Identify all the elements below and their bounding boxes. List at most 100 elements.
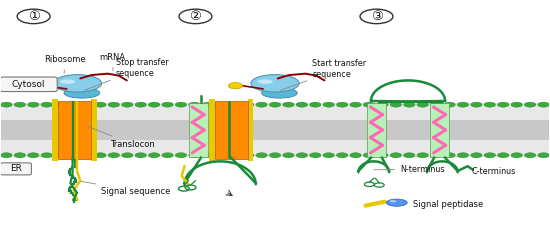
Ellipse shape — [386, 199, 407, 206]
Circle shape — [81, 153, 93, 158]
Circle shape — [216, 153, 227, 158]
Circle shape — [108, 153, 120, 158]
Ellipse shape — [60, 79, 75, 84]
Circle shape — [444, 102, 455, 107]
Circle shape — [417, 153, 428, 158]
Circle shape — [538, 153, 549, 158]
Circle shape — [54, 153, 66, 158]
Circle shape — [68, 153, 79, 158]
Circle shape — [471, 153, 482, 158]
Circle shape — [524, 153, 536, 158]
Circle shape — [95, 153, 106, 158]
Circle shape — [430, 153, 442, 158]
Circle shape — [108, 102, 120, 107]
Text: Signal peptidase: Signal peptidase — [413, 200, 483, 209]
Bar — [91, 99, 97, 161]
Circle shape — [122, 102, 133, 107]
Circle shape — [54, 102, 66, 107]
Circle shape — [148, 153, 160, 158]
Bar — [209, 99, 214, 161]
Circle shape — [270, 102, 280, 107]
Ellipse shape — [53, 75, 102, 92]
Circle shape — [202, 102, 213, 107]
Text: Ribosome: Ribosome — [45, 55, 86, 73]
Circle shape — [390, 153, 402, 158]
Circle shape — [243, 102, 254, 107]
Circle shape — [243, 153, 254, 158]
Circle shape — [350, 153, 361, 158]
Circle shape — [283, 153, 294, 158]
Circle shape — [377, 153, 388, 158]
Circle shape — [283, 102, 294, 107]
Bar — [189, 103, 208, 156]
Circle shape — [538, 102, 549, 107]
Circle shape — [296, 102, 307, 107]
Bar — [430, 103, 449, 156]
Text: ①: ① — [28, 10, 40, 23]
Text: mRNA: mRNA — [100, 53, 125, 71]
Circle shape — [498, 102, 509, 107]
Circle shape — [417, 102, 428, 107]
Circle shape — [404, 153, 415, 158]
Circle shape — [122, 153, 133, 158]
Circle shape — [41, 153, 52, 158]
Text: N-terminus: N-terminus — [374, 165, 444, 174]
Circle shape — [179, 9, 212, 24]
Circle shape — [498, 153, 509, 158]
Circle shape — [30, 83, 45, 89]
Circle shape — [310, 153, 321, 158]
Circle shape — [296, 153, 307, 158]
Circle shape — [511, 153, 522, 158]
Bar — [248, 99, 254, 161]
Bar — [367, 103, 386, 156]
Circle shape — [229, 153, 240, 158]
Circle shape — [229, 102, 240, 107]
Circle shape — [14, 153, 26, 158]
Circle shape — [363, 102, 375, 107]
Circle shape — [323, 153, 334, 158]
Circle shape — [41, 102, 52, 107]
FancyBboxPatch shape — [0, 77, 57, 92]
Bar — [214, 101, 248, 159]
Ellipse shape — [64, 88, 100, 98]
Text: Signal sequence: Signal sequence — [81, 181, 170, 196]
Circle shape — [175, 102, 187, 107]
Circle shape — [404, 102, 415, 107]
Text: C-terminus: C-terminus — [471, 166, 516, 175]
Text: ③: ③ — [371, 10, 382, 23]
Bar — [1, 103, 549, 156]
Bar — [58, 101, 91, 159]
Circle shape — [228, 83, 243, 89]
Circle shape — [337, 102, 348, 107]
Circle shape — [377, 102, 388, 107]
Circle shape — [216, 102, 227, 107]
Circle shape — [175, 153, 187, 158]
Circle shape — [524, 102, 536, 107]
Circle shape — [28, 102, 39, 107]
Ellipse shape — [389, 200, 396, 202]
Circle shape — [511, 102, 522, 107]
Circle shape — [95, 102, 106, 107]
Circle shape — [81, 102, 93, 107]
Circle shape — [28, 153, 39, 158]
Ellipse shape — [257, 79, 273, 84]
Circle shape — [350, 102, 361, 107]
Circle shape — [17, 9, 50, 24]
Text: Start transfer
sequence: Start transfer sequence — [280, 59, 366, 90]
Circle shape — [390, 102, 402, 107]
Circle shape — [430, 102, 442, 107]
Circle shape — [68, 102, 79, 107]
Ellipse shape — [251, 75, 299, 92]
Circle shape — [360, 9, 393, 24]
Circle shape — [471, 102, 482, 107]
Circle shape — [135, 102, 146, 107]
Circle shape — [484, 153, 496, 158]
Text: ②: ② — [190, 10, 201, 23]
Text: Stop transfer
sequence: Stop transfer sequence — [85, 58, 169, 90]
Circle shape — [337, 153, 348, 158]
Circle shape — [323, 102, 334, 107]
Circle shape — [270, 153, 280, 158]
Circle shape — [1, 153, 12, 158]
Circle shape — [256, 102, 267, 107]
Text: Translocon: Translocon — [87, 126, 155, 149]
